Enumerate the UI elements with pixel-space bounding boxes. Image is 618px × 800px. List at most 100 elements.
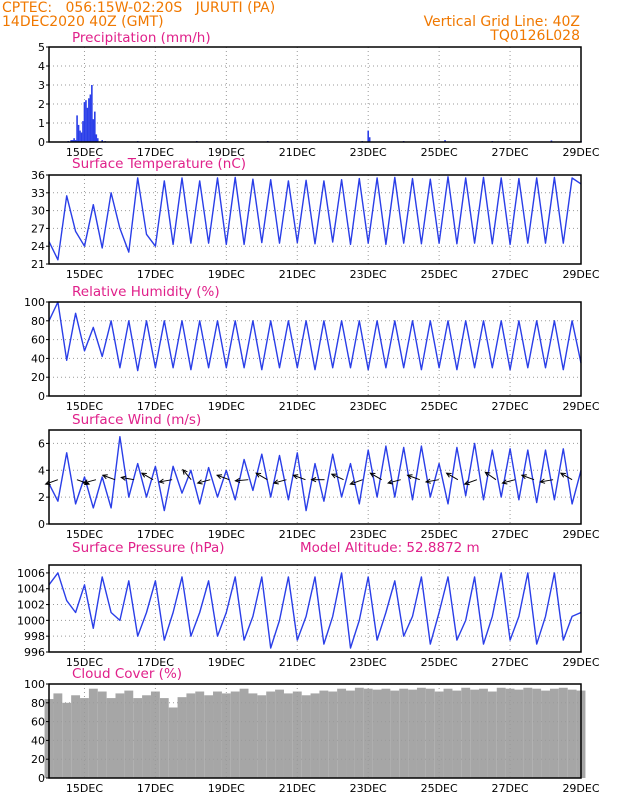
panel-frame [48, 301, 582, 397]
y-tick-label: 100 [24, 678, 45, 691]
precip-bar [92, 119, 95, 142]
panel-1: Precipitation (mm/h) 0 1 2 3 4 5 15DEC 17DEC 19DE… [38, 30, 600, 159]
x-tick-label: 15DEC [66, 528, 103, 541]
header-date: 14DEC2020 40Z (GMT) [2, 14, 164, 30]
cloud-bar [399, 688, 409, 778]
wind-arrow-head [82, 479, 89, 485]
wind-arrow-shaft [446, 472, 459, 481]
x-tick-label: 21DEC [279, 528, 316, 541]
cloud-bar [390, 690, 400, 778]
precip-bar [89, 94, 92, 142]
cloud-bar [416, 687, 426, 778]
cloud-bar [142, 695, 151, 778]
y-tick-label: 6 [38, 437, 45, 450]
wind-arrow-head [463, 480, 470, 486]
wind-arrow-head [369, 472, 376, 478]
panel-3: Relative Humidity (%) 0 20 40 60 80 100 15DEC 17… [24, 284, 600, 413]
cloud-bar [461, 687, 471, 778]
precip-bar [70, 140, 72, 142]
wind-arrow-shaft [159, 479, 173, 483]
precip-bar [367, 130, 369, 142]
y-tick-label: 3 [38, 79, 45, 92]
wind-arrow-shaft [331, 473, 344, 481]
x-tick-label: 15DEC [66, 268, 103, 281]
cloud-bar [168, 707, 178, 778]
wind-arrow-shaft [293, 474, 306, 481]
x-tick-label: 17DEC [137, 146, 174, 159]
y-tick-label: 1 [38, 117, 45, 130]
wind-arrow-shaft [45, 479, 59, 485]
x-tick-label: 23DEC [350, 528, 387, 541]
wind-arrow-shaft [102, 474, 116, 481]
wind-arrow-head [140, 472, 147, 478]
x-tick-label: 27DEC [492, 400, 529, 413]
precip-bar [550, 140, 553, 142]
y-tick-label: 2 [38, 98, 45, 111]
cloud-bar [346, 690, 355, 778]
y-tick-label: 100 [24, 296, 45, 309]
y-tick-label: 996 [24, 646, 45, 659]
panel-frame [48, 564, 582, 653]
cloud-bar [239, 688, 249, 778]
x-tick-label: 27DEC [492, 268, 529, 281]
cloud-bar [470, 689, 480, 778]
precip-bar [79, 130, 81, 142]
cloud-bar [549, 688, 559, 778]
cloud-bar [204, 695, 214, 778]
x-tick-label: 19DEC [208, 656, 245, 669]
x-tick-label: 15DEC [66, 400, 103, 413]
precip-bar [83, 102, 86, 142]
cloud-bar [248, 693, 258, 778]
wind-arrow-head [330, 473, 337, 479]
y-tick-label: 998 [24, 630, 45, 643]
cloud-bar [372, 689, 382, 778]
wind-arrow-shaft [350, 479, 363, 485]
cloud-bar [381, 688, 391, 778]
x-tick-label: 19DEC [208, 782, 245, 795]
header-grid-line: Vertical Grid Line: 40Z [423, 14, 580, 30]
precip-bar [77, 124, 80, 142]
wind-arrow-head [559, 472, 566, 478]
panel-4: Surface Wind (m/s) 0 2 4 6 15DEC 17DEC 19DEC 21D… [38, 412, 600, 541]
wind-arrow-shaft [216, 474, 230, 481]
x-tick-label: 17DEC [137, 400, 174, 413]
x-tick-label: 27DEC [492, 528, 529, 541]
panel-frame [48, 429, 582, 525]
wind-arrow-head [520, 474, 527, 480]
wind-arrow-head [158, 478, 165, 484]
precip-bar [368, 137, 371, 142]
cloud-bar [567, 689, 577, 778]
wind-arrow-head [120, 475, 127, 481]
wind-arrow-shaft [83, 479, 97, 484]
panel-title: Surface Temperature (nC) [72, 156, 246, 172]
y-tick-label: 0 [38, 136, 45, 149]
x-tick-label: 15DEC [66, 782, 103, 795]
wind-arrow-head [234, 477, 241, 484]
y-tick-label: 27 [31, 222, 45, 235]
x-tick-label: 17DEC [137, 782, 174, 795]
cloud-bar [505, 688, 515, 778]
y-tick-label: 4 [38, 60, 45, 73]
y-tick-label: 20 [31, 371, 45, 384]
y-tick-label: 80 [31, 315, 45, 328]
x-tick-label: 19DEC [208, 528, 245, 541]
wind-arrow-head [292, 474, 299, 480]
x-tick-label: 25DEC [421, 146, 458, 159]
y-tick-label: 60 [31, 334, 45, 347]
wind-arrow-shaft [540, 479, 554, 483]
precip-bar [76, 115, 78, 142]
cloud-bar [301, 695, 311, 778]
wind-arrow-head [484, 471, 491, 477]
wind-arrow-head [424, 478, 431, 484]
y-tick-label: 5 [38, 41, 45, 54]
wind-arrow-shaft [235, 479, 249, 482]
wind-arrow-shaft [370, 472, 382, 481]
precip-bar [101, 140, 103, 142]
wind-arrow-head [182, 468, 188, 475]
x-tick-label: 29DEC [562, 268, 599, 281]
x-tick-label: 23DEC [350, 656, 387, 669]
wind-arrow-shaft [121, 476, 135, 481]
wind-arrow-shaft [502, 479, 516, 484]
wind-arrow-shaft [255, 472, 268, 481]
x-tick-label: 25DEC [421, 268, 458, 281]
